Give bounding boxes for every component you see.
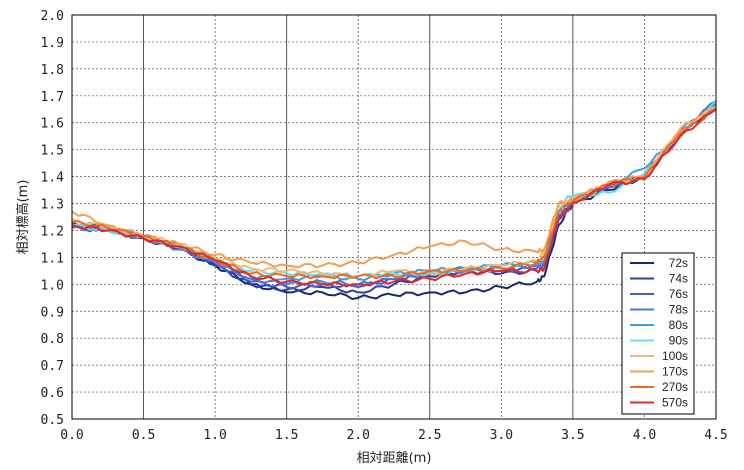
y-tick-label: 0.6 bbox=[41, 386, 64, 401]
y-tick-label: 0.5 bbox=[41, 413, 64, 428]
legend-label: 72s bbox=[669, 256, 688, 270]
legend-label: 170s bbox=[662, 365, 688, 379]
series-line-90s bbox=[71, 100, 717, 278]
y-tick-label: 0.8 bbox=[41, 332, 64, 347]
legend-label: 90s bbox=[669, 334, 688, 348]
x-tick-label: 4.5 bbox=[704, 428, 727, 443]
y-tick-label: 1.6 bbox=[41, 117, 64, 132]
series-lines bbox=[71, 100, 717, 300]
y-tick-label: 2.0 bbox=[41, 9, 64, 24]
legend-label: 570s bbox=[662, 396, 688, 410]
x-tick-label: 2.0 bbox=[346, 428, 369, 443]
y-axis-title: 相対標高(m) bbox=[15, 180, 31, 255]
x-tick-label: 3.0 bbox=[490, 428, 513, 443]
y-tick-label: 0.9 bbox=[41, 305, 64, 320]
legend-label: 270s bbox=[662, 380, 688, 394]
legend-label: 100s bbox=[662, 349, 688, 363]
y-tick-label: 1.7 bbox=[41, 90, 64, 105]
x-tick-label: 2.5 bbox=[418, 428, 441, 443]
series-line-270s bbox=[71, 108, 717, 280]
y-tick-label: 1.8 bbox=[41, 63, 64, 78]
series-line-74s bbox=[71, 100, 717, 294]
y-tick-label: 1.2 bbox=[41, 224, 64, 239]
legend-label: 76s bbox=[669, 287, 688, 301]
y-tick-label: 1.1 bbox=[41, 251, 64, 266]
legend-label: 74s bbox=[669, 272, 688, 286]
series-line-76s bbox=[71, 103, 717, 290]
x-tick-label: 1.5 bbox=[275, 428, 298, 443]
x-axis-title: 相対距離(m) bbox=[357, 451, 432, 466]
x-tick-labels: 0.0 0.5 1.0 1.5 2.0 2.5 3.0 3.5 4.0 4.5 bbox=[60, 428, 727, 443]
series-line-100s bbox=[71, 105, 717, 278]
grid bbox=[71, 14, 717, 420]
x-tick-label: 0.0 bbox=[60, 428, 83, 443]
x-tick-label: 0.5 bbox=[132, 428, 155, 443]
y-tick-label: 1.4 bbox=[41, 171, 65, 186]
y-tick-label: 1.3 bbox=[41, 198, 64, 213]
legend-label: 80s bbox=[669, 318, 688, 332]
x-tick-label: 4.0 bbox=[633, 428, 656, 443]
series-line-78s bbox=[71, 100, 717, 287]
x-tick-label: 3.5 bbox=[561, 428, 584, 443]
series-line-570s bbox=[71, 108, 717, 288]
plot-border bbox=[71, 14, 717, 420]
y-tick-label: 1.0 bbox=[41, 278, 64, 293]
y-tick-labels: 0.5 0.6 0.7 0.8 0.9 1.0 1.1 1.2 1.3 1.4 1.5 1.6 1.7 1… bbox=[41, 9, 65, 428]
y-tick-label: 1.5 bbox=[41, 144, 64, 159]
x-tick-label: 1.0 bbox=[203, 428, 226, 443]
y-tick-label: 0.7 bbox=[41, 359, 64, 374]
legend-label: 78s bbox=[669, 303, 688, 317]
series-line-72s bbox=[71, 100, 717, 300]
y-tick-label: 1.9 bbox=[41, 36, 64, 51]
